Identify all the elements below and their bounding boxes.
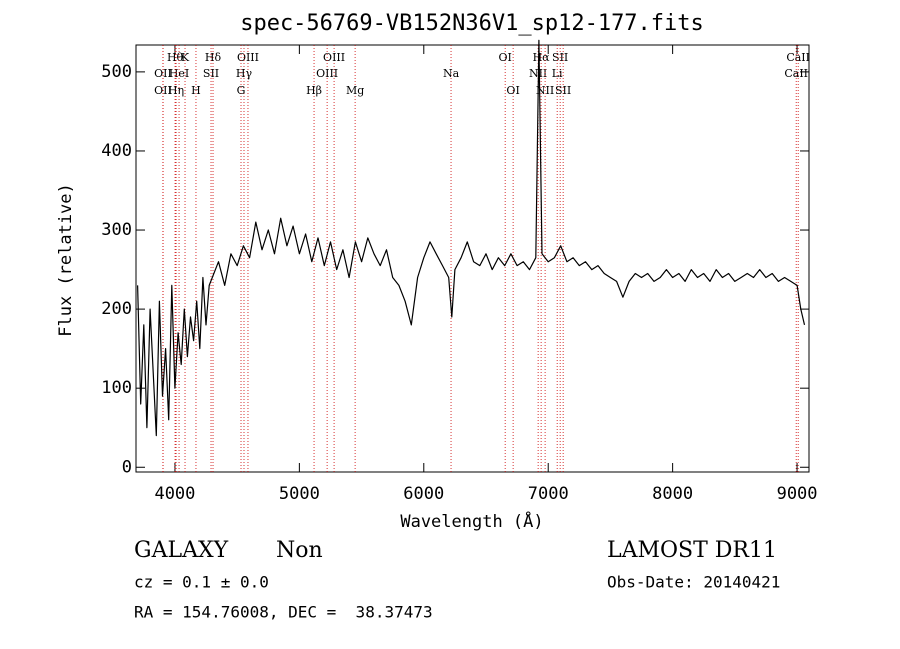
spectral-line-label: SII	[552, 51, 568, 64]
x-tick-label: 6000	[403, 484, 444, 504]
survey: LAMOST DR11	[607, 538, 777, 563]
x-tick-label: 9000	[777, 484, 818, 504]
spectral-line-label: CaII	[784, 67, 808, 80]
spectral-line-label: OIII	[323, 51, 345, 64]
spectral-line-label: Hη	[168, 84, 184, 97]
y-tick-label: 100	[101, 378, 132, 398]
x-tick-label: 5000	[279, 484, 320, 504]
spectral-line-label: NII	[536, 84, 554, 97]
object-subclass: Non	[276, 538, 323, 563]
coordinates: RA = 154.76008, DEC = 38.37473	[134, 603, 433, 622]
x-axis-label: Wavelength (Å)	[400, 510, 543, 532]
y-tick-label: 300	[101, 220, 132, 240]
y-tick-label: 400	[101, 141, 132, 161]
spectral-line-label: OIII	[237, 51, 259, 64]
object-class: GALAXY	[134, 538, 229, 563]
spectral-line-label: Na	[443, 67, 460, 80]
spectral-line-label: Hβ	[306, 84, 322, 97]
spectral-line-label: Mg	[346, 84, 364, 97]
spectral-line-label: K	[181, 51, 190, 64]
spectral-line-label: CaII	[786, 51, 810, 64]
spectral-line-label: OII	[154, 84, 172, 97]
y-tick-label: 0	[122, 457, 132, 477]
y-axis-label: Flux (relative)	[56, 183, 76, 337]
y-tick-label: 500	[101, 62, 132, 82]
spectral-line-label: OIII	[316, 67, 338, 80]
spectral-line-label: OII	[154, 67, 172, 80]
spectral-line-label: OI	[506, 84, 519, 97]
spectral-line-label: G	[237, 84, 246, 97]
spectral-line-label: SII	[203, 67, 219, 80]
plot-frame	[135, 44, 810, 473]
spectral-line-label: SII	[555, 84, 571, 97]
spectral-line-label: Hα	[533, 51, 551, 64]
spectral-line-label: Hγ	[236, 67, 253, 80]
x-tick-label: 7000	[528, 484, 569, 504]
redshift: cz = 0.1 ± 0.0	[134, 573, 269, 592]
spectral-line-label: HeI	[169, 67, 189, 80]
spectral-line-label: OI	[498, 51, 511, 64]
x-tick-label: 4000	[154, 484, 195, 504]
spectral-line-label: Li	[552, 67, 563, 80]
spectrum	[137, 39, 806, 437]
chart-title: spec-56769-VB152N36V1_sp12-177.fits	[240, 11, 704, 36]
y-tick-label: 200	[101, 299, 132, 319]
obs-date: Obs-Date: 20140421	[607, 573, 780, 592]
spectral-line-label: H	[191, 84, 201, 97]
spectral-line-label: Hδ	[205, 51, 222, 64]
x-tick-label: 8000	[652, 484, 693, 504]
